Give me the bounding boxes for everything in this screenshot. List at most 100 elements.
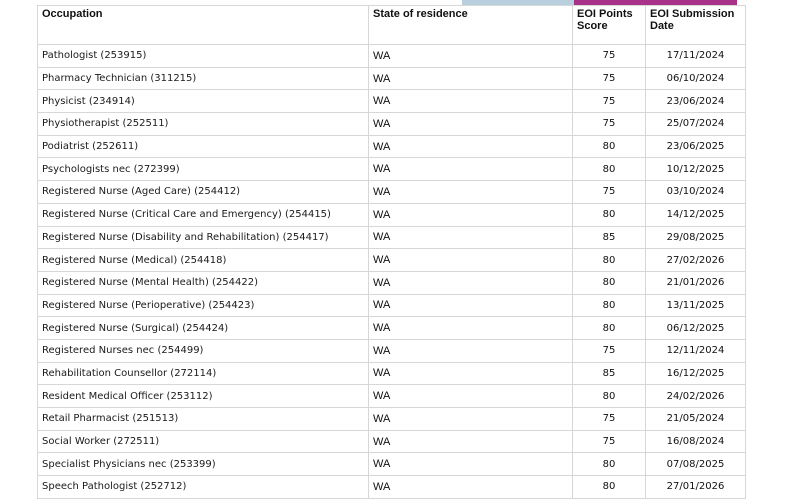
score-cell: 80 xyxy=(572,475,646,499)
header-eoi-score-line2: Score xyxy=(577,20,608,32)
table-row: Pathologist (253915) WA 75 17/11/2024 xyxy=(37,44,746,68)
state-cell: WA xyxy=(368,429,573,454)
occupation-cell: Registered Nurse (Perioperative) (254423… xyxy=(37,293,369,318)
date-cell: 21/05/2024 xyxy=(645,407,746,431)
score-cell: 75 xyxy=(572,338,646,363)
occupation-cell: Pathologist (253915) xyxy=(37,44,369,68)
date-cell: 24/02/2026 xyxy=(645,384,746,408)
table-row: Registered Nurse (Mental Health) (254422… xyxy=(37,270,746,295)
table-row: Physicist (234914) WA 75 23/06/2024 xyxy=(37,89,746,114)
state-cell: WA xyxy=(368,89,573,114)
state-cell: WA xyxy=(368,157,573,182)
date-cell: 23/06/2025 xyxy=(645,134,746,159)
date-cell: 12/11/2024 xyxy=(645,338,746,363)
date-cell: 17/11/2024 xyxy=(645,44,746,68)
date-cell: 23/06/2024 xyxy=(645,89,746,114)
state-cell: WA xyxy=(368,384,573,408)
header-occupation: Occupation xyxy=(37,5,369,45)
state-cell: WA xyxy=(368,180,573,204)
header-eoi-score: EOI Points Score xyxy=(572,5,646,45)
occupation-cell: Social Worker (272511) xyxy=(37,429,369,454)
score-cell: 80 xyxy=(572,157,646,182)
state-cell: WA xyxy=(368,66,573,91)
score-cell: 75 xyxy=(572,407,646,431)
score-cell: 80 xyxy=(572,384,646,408)
occupation-cell: Speech Pathologist (252712) xyxy=(37,475,369,499)
date-cell: 29/08/2025 xyxy=(645,225,746,250)
table-row: Registered Nurse (Aged Care) (254412) WA 7… xyxy=(37,180,746,204)
state-cell: WA xyxy=(368,112,573,136)
score-cell: 75 xyxy=(572,180,646,204)
date-cell: 21/01/2026 xyxy=(645,270,746,295)
score-cell: 75 xyxy=(572,429,646,454)
score-cell: 80 xyxy=(572,248,646,272)
score-cell: 80 xyxy=(572,202,646,227)
date-cell: 27/01/2026 xyxy=(645,475,746,499)
header-eoi-date: EOI Submission Date xyxy=(645,5,746,45)
date-cell: 07/08/2025 xyxy=(645,452,746,477)
date-cell: 16/12/2025 xyxy=(645,361,746,386)
state-cell: WA xyxy=(368,475,573,499)
header-state: State of residence xyxy=(368,5,573,45)
header-tab-purple xyxy=(574,0,737,5)
score-cell: 80 xyxy=(572,134,646,159)
table-row: Physiotherapist (252511) WA 75 25/07/2024 xyxy=(37,112,746,136)
table-row: Psychologists nec (272399) WA 80 10/12/2025 xyxy=(37,157,746,182)
date-cell: 27/02/2026 xyxy=(645,248,746,272)
table-row: Registered Nurse (Perioperative) (254423… xyxy=(37,293,746,318)
occupation-cell: Retail Pharmacist (251513) xyxy=(37,407,369,431)
occupation-cell: Registered Nurse (Critical Care and Emer… xyxy=(37,202,369,227)
score-cell: 75 xyxy=(572,44,646,68)
table-body: Pathologist (253915) WA 75 17/11/2024 Pharma… xyxy=(37,44,746,499)
date-cell: 14/12/2025 xyxy=(645,202,746,227)
table-header-row: Occupation State of residence EOI Points… xyxy=(37,5,746,45)
score-cell: 85 xyxy=(572,225,646,250)
occupation-cell: Podiatrist (252611) xyxy=(37,134,369,159)
table-row: Social Worker (272511) WA 75 16/08/2024 xyxy=(37,429,746,454)
state-cell: WA xyxy=(368,316,573,340)
state-cell: WA xyxy=(368,248,573,272)
occupation-cell: Pharmacy Technician (311215) xyxy=(37,66,369,91)
table-row: Specialist Physicians nec (253399) WA 80 07… xyxy=(37,452,746,477)
state-cell: WA xyxy=(368,202,573,227)
date-cell: 16/08/2024 xyxy=(645,429,746,454)
date-cell: 03/10/2024 xyxy=(645,180,746,204)
occupation-cell: Physicist (234914) xyxy=(37,89,369,114)
table-row: Resident Medical Officer (253112) WA 80 24/… xyxy=(37,384,746,408)
score-cell: 75 xyxy=(572,89,646,114)
header-eoi-score-line1: EOI Points xyxy=(577,8,633,20)
occupation-cell: Psychologists nec (272399) xyxy=(37,157,369,182)
table-row: Registered Nurse (Critical Care and Emer… xyxy=(37,202,746,227)
score-cell: 85 xyxy=(572,361,646,386)
header-eoi-date-line2: Date xyxy=(650,20,674,32)
occupation-cell: Registered Nurse (Mental Health) (254422… xyxy=(37,270,369,295)
table-row: Pharmacy Technician (311215) WA 75 06/10/20… xyxy=(37,66,746,91)
occupation-cell: Specialist Physicians nec (253399) xyxy=(37,452,369,477)
table-row: Registered Nurse (Surgical) (254424) WA 80… xyxy=(37,316,746,340)
table-row: Podiatrist (252611) WA 80 23/06/2025 xyxy=(37,134,746,159)
score-cell: 75 xyxy=(572,66,646,91)
state-cell: WA xyxy=(368,134,573,159)
state-cell: WA xyxy=(368,452,573,477)
header-eoi-date-line1: EOI Submission xyxy=(650,8,735,20)
score-cell: 80 xyxy=(572,452,646,477)
table-row: Registered Nurse (Medical) (254418) WA 80 2… xyxy=(37,248,746,272)
occupation-cell: Physiotherapist (252511) xyxy=(37,112,369,136)
table-row: Speech Pathologist (252712) WA 80 27/01/202… xyxy=(37,475,746,499)
occupation-cell: Rehabilitation Counsellor (272114) xyxy=(37,361,369,386)
score-cell: 80 xyxy=(572,316,646,340)
state-cell: WA xyxy=(368,293,573,318)
table-row: Registered Nurses nec (254499) WA 75 12/11/… xyxy=(37,338,746,363)
score-cell: 80 xyxy=(572,293,646,318)
state-cell: WA xyxy=(368,270,573,295)
date-cell: 13/11/2025 xyxy=(645,293,746,318)
occupation-cell: Resident Medical Officer (253112) xyxy=(37,384,369,408)
state-cell: WA xyxy=(368,407,573,431)
state-cell: WA xyxy=(368,44,573,68)
occupation-cell: Registered Nurse (Surgical) (254424) xyxy=(37,316,369,340)
header-tab-blue xyxy=(462,0,574,5)
score-cell: 80 xyxy=(572,270,646,295)
date-cell: 06/10/2024 xyxy=(645,66,746,91)
table-row: Rehabilitation Counsellor (272114) WA 85 16… xyxy=(37,361,746,386)
occupation-cell: Registered Nurse (Aged Care) (254412) xyxy=(37,180,369,204)
